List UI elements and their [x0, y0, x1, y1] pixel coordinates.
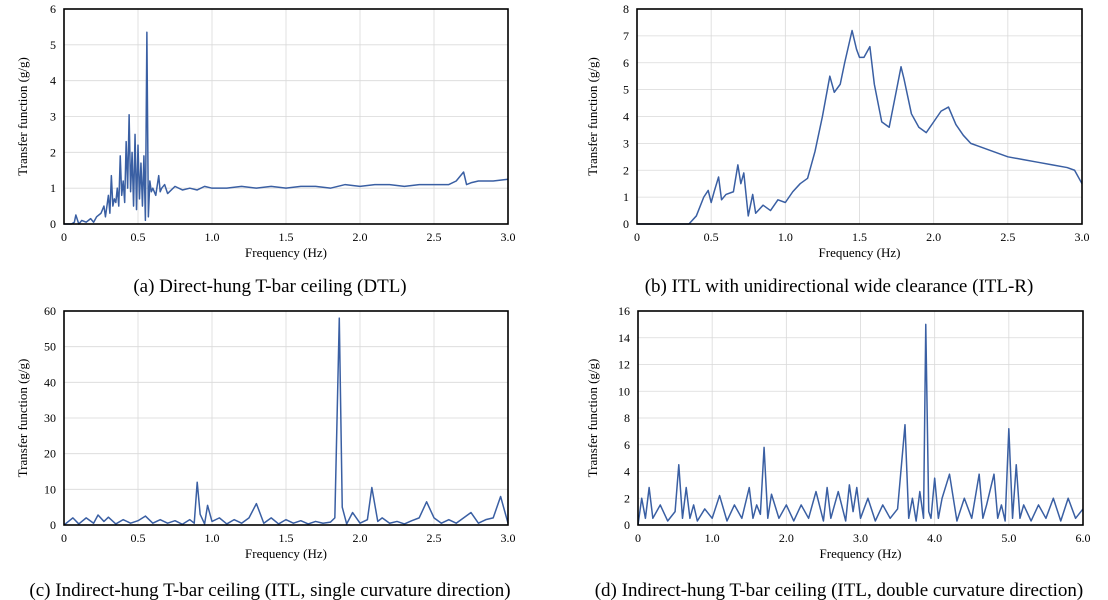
plot-frame: [63, 310, 509, 526]
y-tick-label: 0: [624, 518, 630, 532]
y-tick-label: 1: [623, 190, 629, 204]
y-tick-label: 12: [618, 358, 630, 372]
x-tick-label: 2.5: [427, 531, 442, 545]
y-tick-label: 5: [623, 83, 629, 97]
x-axis-label: Frequency (Hz): [819, 245, 901, 260]
y-tick-label: 50: [44, 340, 56, 354]
x-tick-label: 1.5: [279, 531, 294, 545]
y-tick-label: 8: [623, 2, 629, 16]
y-tick-label: 30: [44, 411, 56, 425]
y-tick-label: 4: [624, 465, 630, 479]
x-tick-label: 1.0: [205, 531, 220, 545]
y-tick-label: 10: [618, 384, 630, 398]
plot-frame: [637, 310, 1084, 526]
series-line-0: [637, 29, 1083, 225]
chart-panel-d: 0 1.0 2.0 3.0 4.0 5.0 6.0 0 2 4 6 8 10 12 14 16 Frequenc…: [570, 300, 1108, 600]
x-tick-label: 0: [634, 230, 640, 244]
y-tick-label: 3: [50, 110, 56, 124]
y-tick-label: 6: [50, 2, 56, 16]
y-tick-label: 2: [624, 491, 630, 505]
x-tick-label: 1.0: [205, 230, 220, 244]
y-tick-label: 3: [623, 136, 629, 150]
y-tick-label: 40: [44, 375, 56, 389]
plot-frame: [636, 8, 1083, 225]
panel-caption: (b) ITL with unidirectional wide clearan…: [645, 276, 1034, 297]
panel-caption: (d) Indirect-hung T-bar ceiling (ITL, do…: [595, 580, 1084, 600]
y-tick-label: 2: [623, 163, 629, 177]
y-tick-label: 0: [50, 518, 56, 532]
x-tick-label: 1.0: [705, 531, 720, 545]
chart-panel-a: 0 0.5 1.0 1.5 2.0 2.5 3.0 0 1 2 3 4 5 6 Frequency (Hz)…: [0, 0, 540, 300]
y-axis-label: Transfer function (g/g): [585, 359, 600, 478]
x-tick-label: 3.0: [853, 531, 868, 545]
y-tick-label: 2: [50, 145, 56, 159]
x-tick-label: 0.5: [704, 230, 719, 244]
x-tick-label: 1.5: [279, 230, 294, 244]
chart-panel-c: 0 0.5 1.0 1.5 2.0 2.5 3.0 0 10 20 30 40 50 60 Frequenc…: [0, 300, 540, 600]
y-tick-label: 60: [44, 304, 56, 318]
y-tick-label: 5: [50, 38, 56, 52]
x-tick-label: 2.0: [353, 531, 368, 545]
series-line-0: [64, 31, 509, 225]
y-tick-label: 8: [624, 411, 630, 425]
chart-a: 0 0.5 1.0 1.5 2.0 2.5 3.0 0 1 2 3 4 5 6 Frequency (Hz)…: [15, 2, 516, 297]
chart-c: 0 0.5 1.0 1.5 2.0 2.5 3.0 0 10 20 30 40 50 60 Frequenc…: [15, 304, 516, 600]
x-tick-label: 3.0: [1075, 230, 1090, 244]
plot-frame: [63, 8, 509, 225]
x-tick-label: 3.0: [501, 230, 516, 244]
y-tick-label: 0: [623, 217, 629, 231]
x-tick-label: 2.0: [353, 230, 368, 244]
y-tick-label: 4: [623, 110, 629, 124]
y-tick-label: 4: [50, 74, 56, 88]
x-tick-label: 2.0: [926, 230, 941, 244]
x-tick-label: 2.5: [427, 230, 442, 244]
x-tick-label: 1.0: [778, 230, 793, 244]
x-tick-label: 2.5: [1000, 230, 1015, 244]
y-axis-label: Transfer function (g/g): [15, 359, 30, 478]
y-axis-label: Transfer function (g/g): [585, 57, 600, 176]
y-axis-label: Transfer function (g/g): [15, 57, 30, 176]
series-line-0: [63, 317, 509, 526]
x-tick-label: 0: [61, 531, 67, 545]
y-tick-label: 16: [618, 304, 630, 318]
y-tick-label: 7: [623, 29, 629, 43]
x-axis-label: Frequency (Hz): [245, 245, 327, 260]
x-axis-label: Frequency (Hz): [820, 546, 902, 561]
y-tick-label: 1: [50, 181, 56, 195]
panel-caption: (a) Direct-hung T-bar ceiling (DTL): [133, 276, 406, 297]
y-tick-label: 6: [624, 438, 630, 452]
x-tick-label: 0.5: [131, 531, 146, 545]
x-tick-label: 0.5: [131, 230, 146, 244]
x-tick-label: 0: [61, 230, 67, 244]
chart-d: 0 1.0 2.0 3.0 4.0 5.0 6.0 0 2 4 6 8 10 12 14 16 Frequenc…: [585, 304, 1091, 600]
y-tick-label: 20: [44, 447, 56, 461]
x-tick-label: 3.0: [501, 531, 516, 545]
x-tick-label: 4.0: [927, 531, 942, 545]
panel-caption: (c) Indirect-hung T-bar ceiling (ITL, si…: [29, 580, 510, 600]
x-tick-label: 0: [635, 531, 641, 545]
x-tick-label: 6.0: [1076, 531, 1091, 545]
x-axis-label: Frequency (Hz): [245, 546, 327, 561]
x-tick-label: 1.5: [852, 230, 867, 244]
y-tick-label: 6: [623, 56, 629, 70]
chart-panel-b: 0 0.5 1.0 1.5 2.0 2.5 3.0 0 1 2 3 4 5 6 7 8 Frequency (H…: [570, 0, 1108, 300]
y-tick-label: 0: [50, 217, 56, 231]
x-tick-label: 5.0: [1001, 531, 1016, 545]
series-line-0: [637, 323, 1084, 526]
x-tick-label: 2.0: [779, 531, 794, 545]
y-tick-label: 14: [618, 331, 630, 345]
y-tick-label: 10: [44, 482, 56, 496]
chart-b: 0 0.5 1.0 1.5 2.0 2.5 3.0 0 1 2 3 4 5 6 7 8 Frequency (H…: [585, 2, 1090, 297]
